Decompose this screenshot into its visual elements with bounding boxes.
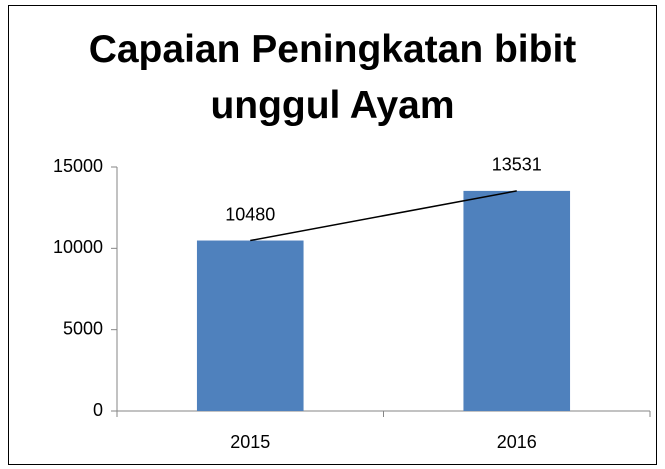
data-label: 13531 [492,155,542,175]
bar [196,240,304,411]
y-tick-label: 0 [93,400,103,420]
bar [463,190,571,411]
x-tick-label: 2016 [497,432,537,452]
x-tick-label: 2015 [230,432,270,452]
chart-title: Capaian Peningkatan bibit unggul Ayam [88,28,577,127]
trend-line [250,190,517,242]
y-tick-label: 5000 [63,318,103,338]
data-label: 10480 [225,204,275,224]
y-tick-label: 10000 [53,237,103,257]
y-tick-label: 15000 [53,156,103,176]
